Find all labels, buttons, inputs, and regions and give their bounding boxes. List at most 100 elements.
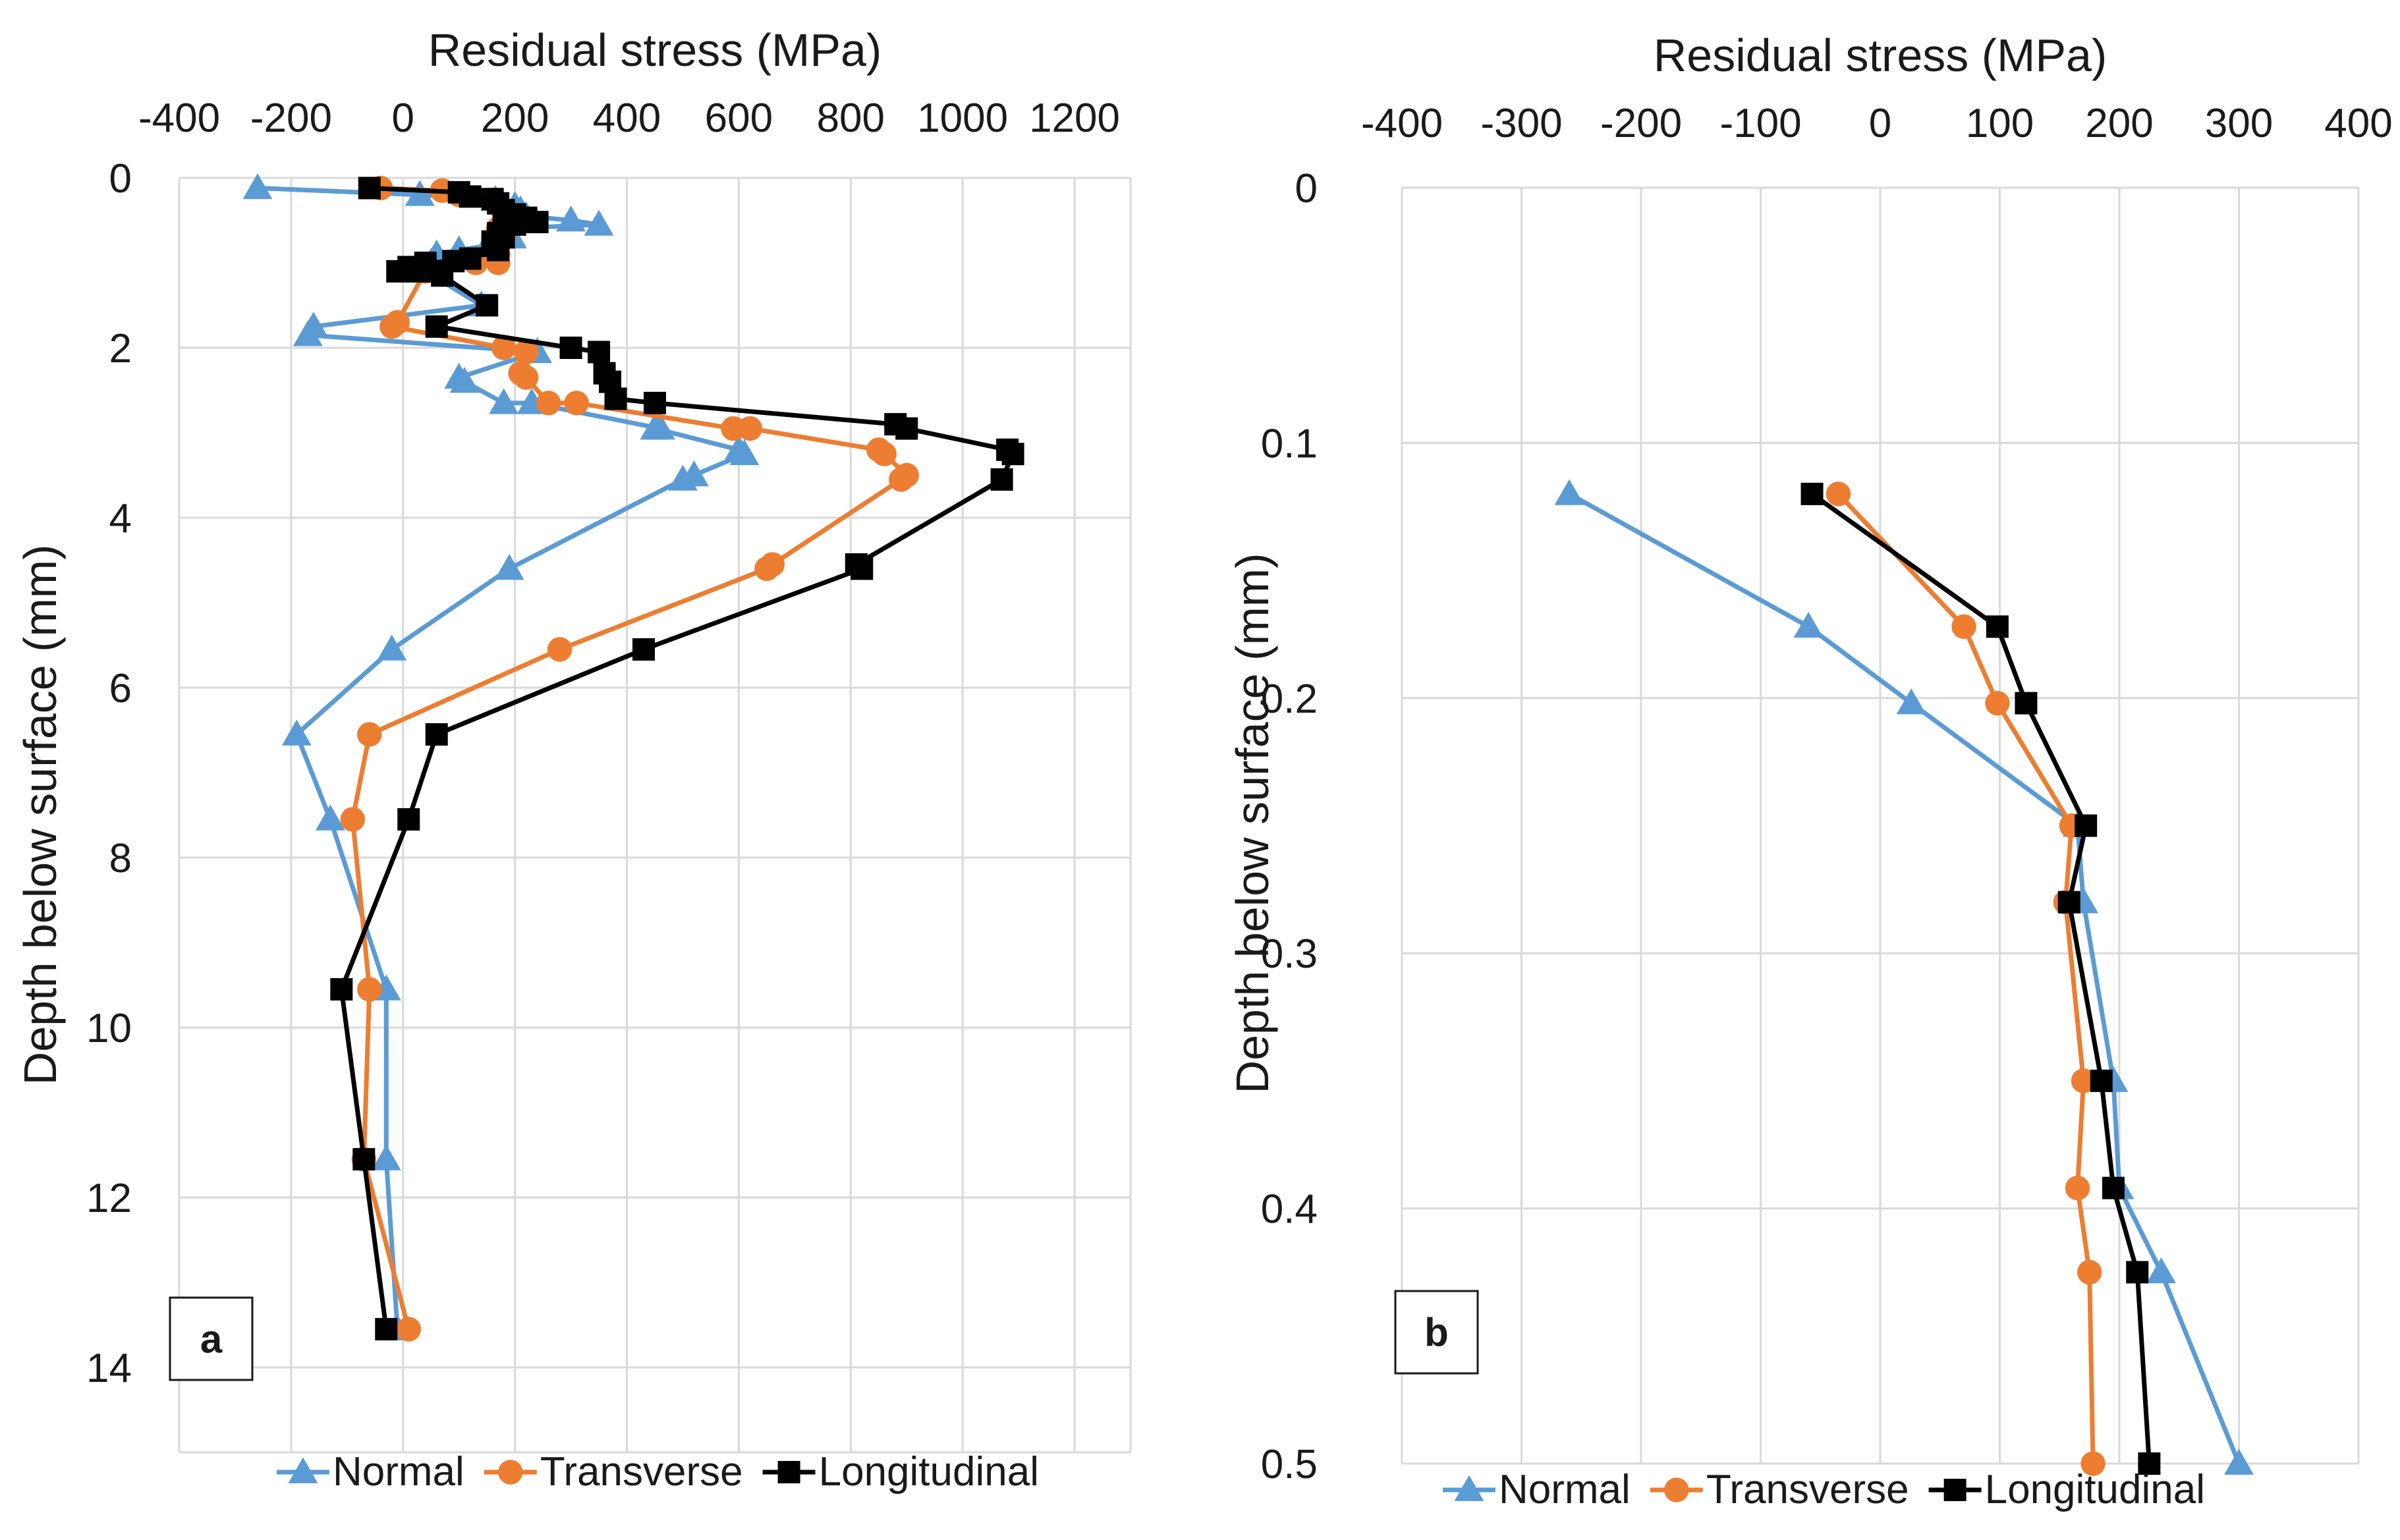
data-point-transverse (2071, 1068, 2096, 1093)
data-point-normal (1896, 688, 1926, 715)
series-longitudinal (1800, 482, 2161, 1475)
data-point-longitudinal (2090, 1069, 2113, 1092)
y-tick-label: 8 (109, 836, 132, 881)
x-tick-label: -200 (1600, 101, 1682, 146)
data-point-longitudinal (559, 337, 582, 359)
data-point-normal (2146, 1257, 2176, 1284)
data-point-longitudinal (330, 977, 353, 1001)
chart-panel-b: -400 -300 -200 -100 0 100 200 300 400 0 0.1 0.2 0.3 0… (1227, 30, 2393, 1512)
x-tick-label: -100 (1719, 101, 1801, 146)
series-longitudinal (330, 177, 1024, 1340)
data-point-longitudinal (476, 294, 499, 317)
x-tick-label: 1200 (1029, 96, 1120, 141)
data-point-transverse (536, 391, 561, 416)
series-line-longitudinal (1810, 492, 2152, 1464)
series-normal (1554, 479, 2254, 1475)
data-point-longitudinal (459, 185, 482, 208)
legend-label-normal: Normal (333, 1449, 464, 1495)
data-point-longitudinal (2138, 1452, 2161, 1475)
data-point-longitudinal (431, 264, 454, 287)
data-point-longitudinal (604, 387, 627, 410)
data-point-longitudinal (358, 177, 381, 200)
data-point-transverse (357, 977, 382, 1002)
x-tick-label: 800 (817, 96, 885, 141)
data-point-longitudinal (990, 468, 1013, 491)
data-point-longitudinal (644, 391, 666, 414)
data-point-normal (405, 180, 435, 206)
data-point-normal (668, 464, 698, 491)
panel-label: a (200, 1317, 223, 1361)
data-point-transverse (2077, 1259, 2102, 1285)
data-point-normal (584, 209, 614, 236)
y-tick-label: 0.5 (1261, 1442, 1318, 1487)
legend-label-longitudinal: Longitudinal (1985, 1467, 2205, 1512)
data-point-longitudinal (352, 1147, 376, 1170)
legend-marker-normal (1454, 1475, 1484, 1501)
y-axis-title: Depth below surface (mm) (14, 545, 66, 1086)
y-tick-label: 10 (86, 1006, 132, 1051)
x-tick-label: -300 (1480, 101, 1562, 146)
data-point-transverse (2065, 1175, 2090, 1201)
data-point-longitudinal (588, 341, 611, 364)
y-tick-label: 0.1 (1261, 421, 1318, 466)
data-point-transverse (2080, 1451, 2106, 1476)
data-point-normal (1554, 479, 1584, 505)
data-point-longitudinal (632, 638, 656, 661)
data-point-normal (729, 439, 760, 466)
panel-label: b (1424, 1311, 1449, 1355)
data-point-normal (1793, 611, 1824, 638)
data-point-longitudinal (2075, 814, 2098, 837)
data-point-longitudinal (397, 808, 420, 831)
data-point-transverse (357, 722, 382, 747)
y-tick-label: 0.2 (1261, 676, 1318, 722)
data-point-longitudinal (526, 211, 549, 234)
x-tick-label: 200 (2085, 101, 2153, 146)
y-tick-label: 0.3 (1261, 931, 1318, 977)
data-point-transverse (513, 339, 539, 365)
x-tick-label: -400 (1361, 101, 1443, 146)
data-point-longitudinal (425, 315, 448, 338)
series-line-transverse (1836, 492, 2096, 1464)
data-point-normal (489, 388, 519, 414)
panel-label-box (1394, 1290, 1479, 1375)
panel-label-box (169, 1296, 254, 1381)
x-axis-title: Residual stress (MPa) (428, 24, 882, 76)
x-tick-label: 600 (705, 96, 773, 141)
x-tick-label: 200 (481, 96, 549, 141)
y-tick-label: 0.4 (1261, 1187, 1318, 1232)
data-point-normal (377, 634, 407, 661)
data-point-longitudinal (1800, 482, 1824, 505)
legend-marker-normal (288, 1457, 318, 1483)
x-tick-label: 400 (593, 96, 661, 141)
data-point-transverse (564, 391, 589, 416)
data-point-normal (494, 553, 524, 580)
data-point-longitudinal (425, 723, 448, 746)
legend: Normal Transverse Longitudinal (277, 1449, 1039, 1495)
data-point-normal (371, 1144, 401, 1170)
legend-marker-longitudinal (1943, 1479, 1967, 1501)
data-point-longitudinal (2057, 891, 2080, 914)
legend-marker-transverse (498, 1460, 523, 1485)
data-point-normal (449, 367, 480, 393)
data-point-longitudinal (2126, 1261, 2149, 1284)
data-point-longitudinal (386, 260, 409, 283)
x-tick-label: 300 (2205, 101, 2273, 146)
y-tick-label: 4 (109, 496, 132, 541)
legend-marker-transverse (1664, 1477, 1689, 1502)
data-point-longitudinal (1986, 615, 2009, 638)
x-tick-label: 100 (1966, 101, 2034, 146)
y-tick-label: 2 (109, 326, 132, 371)
data-point-longitudinal (1001, 443, 1024, 466)
y-tick-label: 14 (86, 1346, 132, 1391)
y-tick-label: 0 (109, 156, 132, 202)
data-point-normal (315, 804, 345, 831)
y-tick-label: 0 (1295, 166, 1318, 211)
data-point-longitudinal (487, 238, 510, 261)
data-point-normal (242, 173, 273, 200)
data-point-longitudinal (851, 557, 874, 580)
data-point-transverse (1951, 614, 1976, 640)
data-point-normal (640, 414, 670, 440)
data-point-transverse (379, 314, 405, 339)
x-tick-label: -200 (250, 96, 332, 141)
